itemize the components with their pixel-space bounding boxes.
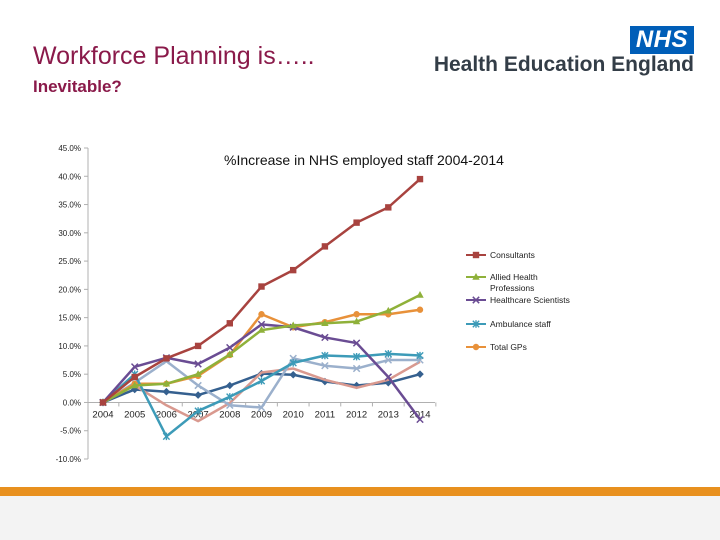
x-tick-label: 2010: [283, 409, 304, 420]
data-point-7: [130, 385, 139, 394]
data-point-2: [416, 415, 424, 424]
y-tick-label: 25.0%: [58, 257, 81, 266]
data-point-2: [130, 363, 139, 371]
data-point-7: [162, 387, 171, 396]
data-point-3: [289, 359, 297, 367]
x-tick-label: 2005: [124, 409, 145, 420]
slide-title: Workforce Planning is…..: [33, 42, 315, 70]
chart-title: %Increase in NHS employed staff 2004-201…: [224, 152, 504, 168]
data-point-7: [352, 381, 361, 390]
data-point-1: [289, 321, 297, 329]
data-point-0: [416, 175, 424, 183]
data-point-1: [257, 326, 266, 333]
y-tick-label: 10.0%: [58, 342, 81, 351]
x-tick-label: 2007: [188, 409, 209, 420]
x-tick-label: 2004: [92, 409, 113, 420]
y-tick-label: 15.0%: [58, 314, 81, 323]
data-point-0: [321, 243, 329, 250]
nhs-logo: NHS Health Education England: [434, 26, 694, 78]
y-tick-label: 20.0%: [58, 285, 81, 294]
data-point-3: [416, 351, 424, 360]
data-point-2: [384, 373, 393, 381]
data-point-0: [99, 399, 107, 406]
legend-swatch-marker: [472, 296, 480, 304]
x-tick-label: 2011: [315, 409, 335, 420]
y-tick-label: -5.0%: [60, 427, 81, 436]
x-tick-label: 2008: [219, 409, 240, 420]
data-point-2: [226, 343, 234, 352]
data-point-1: [226, 350, 234, 358]
data-point-5: [226, 401, 234, 410]
y-tick-label: 35.0%: [58, 201, 81, 210]
data-point-3: [352, 352, 361, 361]
data-point-3: [321, 351, 329, 360]
y-tick-label: 30.0%: [58, 229, 81, 238]
series-line-0: [102, 178, 421, 404]
data-point-1: [384, 306, 392, 314]
data-point-2: [352, 339, 361, 347]
data-point-7: [289, 370, 297, 379]
data-point-2: [194, 360, 202, 368]
data-point-5: [194, 381, 202, 390]
data-point-1: [162, 379, 171, 387]
organisation-name: Health Education England: [433, 53, 694, 76]
data-point-1: [416, 291, 424, 298]
y-tick-label: 0.0%: [63, 398, 81, 407]
x-tick-label: 2006: [156, 409, 177, 420]
data-point-4: [258, 311, 265, 318]
data-point-5: [321, 361, 329, 370]
data-point-3: [384, 350, 392, 358]
data-point-0: [131, 373, 138, 381]
legend-swatch-marker: [472, 343, 480, 351]
data-point-0: [163, 355, 170, 362]
data-point-5: [384, 356, 393, 364]
data-point-1: [131, 381, 139, 389]
x-tick-label: 2009: [251, 409, 272, 420]
data-point-7: [226, 381, 234, 390]
data-point-2: [321, 333, 329, 342]
data-point-0: [226, 320, 233, 327]
data-point-4: [416, 306, 424, 313]
x-tick-label: 2014: [409, 409, 430, 420]
legend-swatch-marker: [472, 273, 480, 280]
legend-swatch-marker: [472, 320, 480, 328]
data-point-4: [353, 311, 360, 318]
line-chart: -10.0% -5.0% 0.0% 5.0% 10.0% 15.0% 20.0% 25.0% 3…: [56, 144, 570, 464]
legend-label: Ambulance staff: [490, 319, 551, 329]
legend-swatch-marker: [472, 251, 480, 259]
legend-label: Healthcare Scientists: [490, 295, 570, 305]
footer-area: [0, 496, 720, 540]
data-point-3: [226, 393, 234, 401]
series-line-6: [102, 360, 421, 423]
data-point-5: [257, 403, 266, 412]
data-point-2: [257, 320, 266, 329]
data-point-1: [321, 319, 329, 326]
legend-label: Consultants: [490, 250, 535, 260]
data-point-7: [416, 370, 424, 378]
data-point-1: [194, 370, 202, 377]
nhs-badge: NHS: [629, 26, 694, 54]
y-tick-label: 45.0%: [58, 144, 81, 153]
data-point-0: [353, 219, 360, 226]
slide-subtitle: Inevitable?: [33, 77, 122, 96]
data-point-1: [352, 317, 361, 325]
data-point-0: [258, 283, 265, 290]
data-point-7: [194, 391, 202, 399]
data-point-3: [257, 377, 266, 385]
y-tick-label: 5.0%: [63, 370, 81, 379]
data-point-3: [162, 432, 171, 441]
data-point-3: [194, 407, 202, 415]
x-tick-label: 2013: [378, 409, 399, 420]
legend-label: Total GPs: [490, 342, 527, 352]
y-tick-label: -10.0%: [56, 455, 81, 464]
x-tick-label: 2012: [346, 409, 367, 420]
data-point-0: [385, 204, 392, 211]
y-tick-label: 40.0%: [58, 172, 81, 181]
data-point-0: [194, 342, 202, 350]
legend-label: Allied Health Professions: [490, 272, 538, 293]
footer-bar: [0, 487, 720, 496]
data-point-0: [290, 266, 297, 274]
data-point-5: [352, 364, 361, 373]
